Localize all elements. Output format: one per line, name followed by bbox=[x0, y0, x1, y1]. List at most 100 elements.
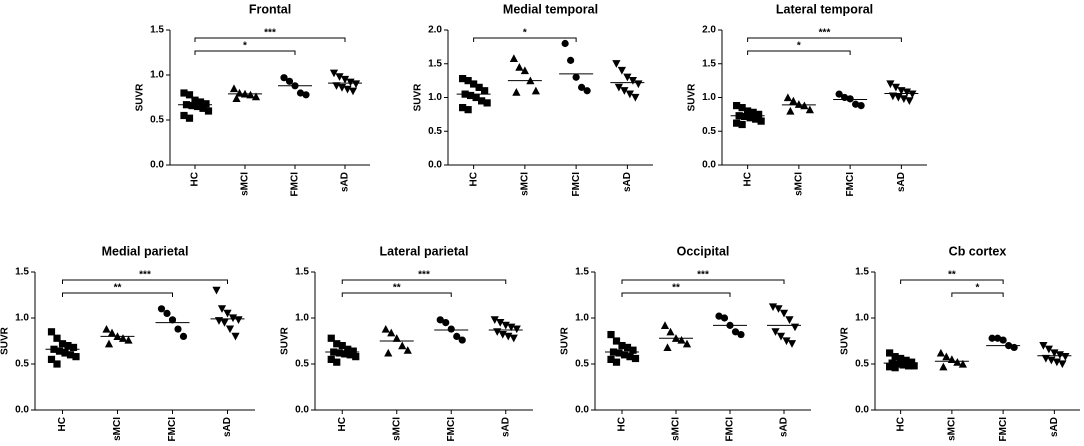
point bbox=[327, 334, 335, 342]
point bbox=[910, 362, 918, 370]
point bbox=[731, 328, 740, 336]
point bbox=[886, 80, 895, 89]
point bbox=[988, 334, 996, 342]
point bbox=[335, 73, 344, 81]
point bbox=[204, 107, 213, 115]
point bbox=[217, 305, 227, 313]
point bbox=[682, 339, 692, 348]
point bbox=[891, 364, 899, 372]
point bbox=[771, 328, 780, 336]
significance-bracket bbox=[747, 37, 902, 42]
significance-label: ** bbox=[672, 283, 680, 294]
point bbox=[737, 330, 745, 339]
point bbox=[472, 93, 480, 102]
point bbox=[157, 305, 166, 313]
point bbox=[790, 323, 800, 332]
x-tick-label: sAD bbox=[779, 417, 790, 437]
x-tick-label: sAD bbox=[896, 172, 907, 192]
x-tick-label: FMCI bbox=[167, 417, 178, 442]
point bbox=[899, 361, 907, 369]
point bbox=[346, 351, 354, 359]
x-tick-label: sAD bbox=[500, 417, 511, 437]
point bbox=[623, 73, 632, 82]
x-tick-label: sMCI bbox=[671, 417, 682, 441]
y-tick-label: 0.0 bbox=[15, 405, 29, 416]
point bbox=[617, 66, 626, 75]
point bbox=[897, 354, 905, 363]
point bbox=[902, 356, 910, 364]
point bbox=[789, 96, 798, 105]
point bbox=[628, 77, 637, 85]
point bbox=[612, 337, 621, 345]
x-tick-label: FMCI bbox=[845, 172, 856, 197]
x-tick-label: HC bbox=[190, 172, 201, 186]
point bbox=[107, 328, 117, 337]
point bbox=[58, 340, 67, 348]
point bbox=[327, 355, 335, 363]
point bbox=[384, 348, 393, 357]
point bbox=[744, 107, 752, 115]
point bbox=[61, 349, 69, 357]
point bbox=[340, 75, 350, 84]
point bbox=[229, 84, 239, 93]
point bbox=[1039, 342, 1048, 350]
point bbox=[779, 309, 789, 318]
point bbox=[567, 56, 575, 64]
point bbox=[939, 362, 948, 371]
point bbox=[185, 114, 194, 122]
x-tick-label: sMCI bbox=[391, 417, 402, 441]
x-tick-label: sAD bbox=[1049, 417, 1060, 437]
point bbox=[220, 319, 229, 327]
point bbox=[72, 353, 80, 361]
point bbox=[467, 91, 475, 100]
chart-title: Frontal bbox=[249, 2, 291, 16]
significance-label: *** bbox=[819, 28, 831, 39]
significance-bracket bbox=[194, 37, 346, 42]
point bbox=[715, 312, 723, 320]
y-tick-label: 0.5 bbox=[702, 126, 716, 137]
significance-label: * bbox=[797, 41, 801, 52]
point bbox=[47, 355, 56, 363]
point bbox=[223, 309, 232, 318]
point bbox=[623, 343, 632, 352]
point bbox=[392, 334, 401, 342]
significance-bracket bbox=[621, 292, 731, 297]
x-tick-label: FMCI bbox=[290, 172, 301, 197]
x-tick-label: sMCI bbox=[240, 172, 251, 196]
point bbox=[891, 83, 900, 92]
y-tick-label: 1.5 bbox=[702, 58, 716, 69]
point bbox=[490, 316, 499, 324]
x-tick-label: FMCI bbox=[446, 417, 457, 442]
significance-bracket bbox=[951, 292, 1004, 297]
significance-bracket bbox=[341, 292, 452, 297]
point bbox=[483, 99, 491, 107]
point bbox=[464, 106, 472, 114]
x-tick-label: sMCI bbox=[112, 417, 123, 441]
y-axis-label: SUVR bbox=[560, 326, 571, 355]
chart-title: Lateral temporal bbox=[776, 2, 873, 16]
point bbox=[958, 359, 967, 368]
point bbox=[794, 100, 803, 108]
point bbox=[196, 98, 205, 106]
point bbox=[179, 332, 188, 340]
point bbox=[124, 335, 133, 344]
point bbox=[512, 325, 521, 334]
chart-title: Lateral parietal bbox=[380, 244, 469, 258]
point bbox=[231, 332, 240, 341]
x-tick-label: HC bbox=[337, 417, 348, 431]
point bbox=[442, 319, 450, 327]
y-axis-label: SUVR bbox=[687, 83, 698, 112]
y-axis-label: SUVR bbox=[135, 83, 146, 112]
point bbox=[193, 102, 202, 111]
point bbox=[447, 325, 455, 333]
point bbox=[509, 334, 518, 343]
point bbox=[720, 314, 729, 322]
point bbox=[335, 349, 343, 357]
point bbox=[453, 332, 461, 340]
significance-bracket bbox=[747, 50, 851, 55]
y-tick-label: 0.5 bbox=[575, 359, 589, 370]
point bbox=[403, 346, 412, 354]
point bbox=[478, 97, 486, 105]
point bbox=[733, 102, 741, 110]
point bbox=[899, 95, 908, 103]
